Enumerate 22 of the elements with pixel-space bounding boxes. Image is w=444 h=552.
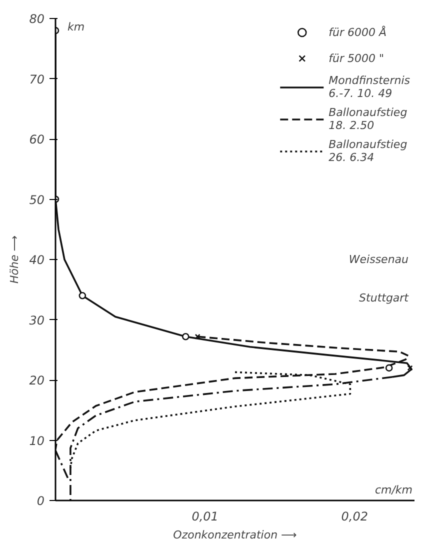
legend-label: für 5000 " — [328, 52, 384, 64]
x-tick-label: 0,01 — [192, 510, 218, 524]
legend-label: für 6000 Å — [328, 26, 387, 38]
annotation: Weissenau — [348, 253, 409, 266]
y-tick-label: 80 — [29, 12, 45, 26]
annotation: km — [68, 20, 85, 34]
y-tick-label: 10 — [29, 434, 45, 448]
y-tick-label: 0 — [36, 494, 45, 508]
legend-label: Ballonaufstieg 26. 6.34 — [328, 138, 408, 164]
x-axis-title: Ozonkonzentration ⟶ — [173, 528, 298, 542]
y-axis-title: Höhe ⟶ — [8, 235, 22, 284]
y-tick-label: 20 — [29, 374, 45, 388]
y-tick-label: 30 — [29, 313, 45, 328]
y-tick-label: 60 — [29, 132, 45, 146]
annotation: Stuttgart — [359, 292, 410, 305]
y-tick-label: 70 — [29, 72, 45, 86]
y-tick-label: 50 — [29, 192, 45, 207]
x-tick-label: 0,02 — [341, 510, 368, 524]
annotation: cm/km — [374, 484, 413, 496]
y-tick-label: 40 — [29, 253, 45, 267]
legend-label: Mondfinsternis 6.-7. 10. 49 — [328, 74, 410, 100]
legend-label: Ballonaufstieg 18. 2.50 — [328, 106, 408, 132]
